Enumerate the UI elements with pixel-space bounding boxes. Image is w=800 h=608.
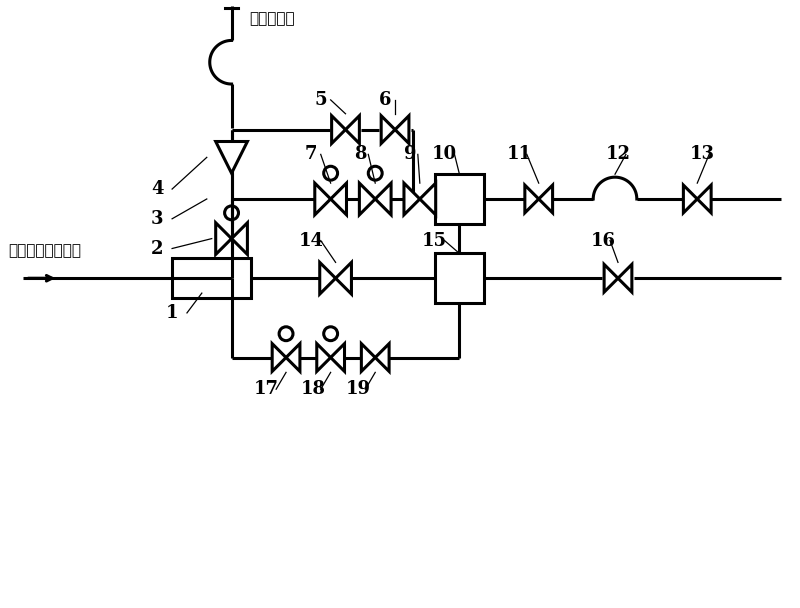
Polygon shape — [381, 116, 395, 143]
Polygon shape — [286, 344, 300, 371]
Text: 4: 4 — [151, 180, 163, 198]
Polygon shape — [362, 344, 375, 371]
Polygon shape — [317, 344, 330, 371]
Polygon shape — [335, 263, 351, 294]
Text: 9: 9 — [404, 145, 416, 164]
Polygon shape — [538, 185, 553, 213]
Text: 19: 19 — [346, 380, 371, 398]
Text: 12: 12 — [606, 145, 630, 164]
Polygon shape — [395, 116, 409, 143]
Polygon shape — [330, 344, 345, 371]
Polygon shape — [272, 344, 286, 371]
Text: 5: 5 — [314, 91, 327, 109]
Text: 18: 18 — [300, 380, 326, 398]
Polygon shape — [375, 344, 389, 371]
Text: 14: 14 — [298, 232, 323, 250]
Text: 7: 7 — [305, 145, 317, 164]
Text: 8: 8 — [354, 145, 366, 164]
Text: 6: 6 — [379, 91, 391, 109]
Polygon shape — [618, 264, 632, 292]
Polygon shape — [231, 223, 247, 255]
Polygon shape — [698, 185, 711, 213]
Text: 17: 17 — [254, 380, 278, 398]
Text: 10: 10 — [432, 145, 457, 164]
Text: 来自钒井环空出口: 来自钒井环空出口 — [9, 243, 82, 258]
Polygon shape — [330, 183, 346, 215]
Polygon shape — [604, 264, 618, 292]
Polygon shape — [216, 223, 231, 255]
Bar — [172, 258, 251, 298]
Polygon shape — [375, 183, 391, 215]
Polygon shape — [525, 185, 538, 213]
Bar — [434, 174, 484, 224]
Text: 15: 15 — [422, 232, 447, 250]
Polygon shape — [359, 183, 375, 215]
Polygon shape — [216, 142, 247, 173]
Polygon shape — [420, 183, 436, 215]
Text: 11: 11 — [506, 145, 531, 164]
Polygon shape — [683, 185, 698, 213]
Polygon shape — [404, 183, 420, 215]
Polygon shape — [320, 263, 335, 294]
Text: 13: 13 — [690, 145, 714, 164]
Text: 16: 16 — [590, 232, 616, 250]
Polygon shape — [346, 116, 359, 143]
Text: 1: 1 — [166, 304, 178, 322]
Text: 来自辅助泵: 来自辅助泵 — [250, 11, 295, 26]
Text: 2: 2 — [151, 240, 163, 258]
Bar — [434, 254, 484, 303]
Polygon shape — [314, 183, 330, 215]
Polygon shape — [332, 116, 346, 143]
Text: 3: 3 — [151, 210, 163, 228]
